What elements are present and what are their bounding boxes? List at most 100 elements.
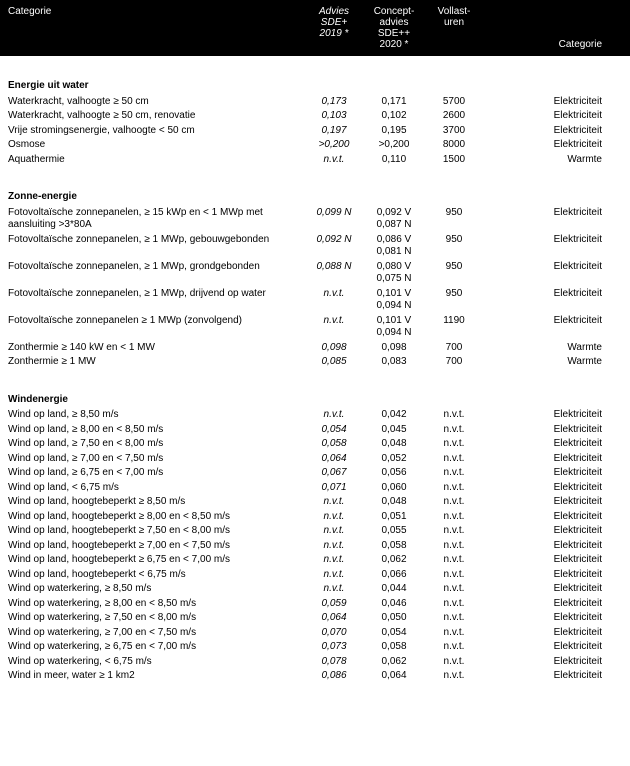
cell-vollast-uren: n.v.t.: [425, 437, 483, 452]
cell-advies-2019: n.v.t.: [305, 524, 363, 539]
cell-vollast-uren: 700: [425, 355, 483, 370]
cell-vollast-uren: 950: [425, 260, 483, 287]
cell-concept-2020: 0,066: [363, 568, 425, 583]
cell-advies-2019: 0,054: [305, 423, 363, 438]
table-row: Zonthermie ≥ 140 kW en < 1 MW0,0980,0987…: [0, 341, 630, 356]
cell-categorie-right: Elektriciteit: [483, 611, 630, 626]
cell-category: Wind op waterkering, ≥ 8,00 en < 8,50 m/…: [0, 597, 305, 612]
cell-vollast-uren: n.v.t.: [425, 655, 483, 670]
cell-category: Fotovoltaïsche zonnepanelen, ≥ 1 MWp, dr…: [0, 287, 305, 314]
cell-categorie-right: Elektriciteit: [483, 109, 630, 124]
cell-concept-2020: 0,058: [363, 640, 425, 655]
cell-vollast-uren: n.v.t.: [425, 611, 483, 626]
cell-concept-2020: 0,060: [363, 481, 425, 496]
table-row: Zonthermie ≥ 1 MW0,0850,083700Warmte: [0, 355, 630, 370]
table-row: Wind op land, ≥ 6,75 en < 7,00 m/s0,0670…: [0, 466, 630, 481]
cell-categorie-right: Elektriciteit: [483, 466, 630, 481]
table-row: Wind op land, ≥ 8,00 en < 8,50 m/s0,0540…: [0, 423, 630, 438]
header-vollast-uren: Vollast- uren: [425, 0, 483, 56]
cell-categorie-right: Elektriciteit: [483, 260, 630, 287]
cell-concept-2020: 0,062: [363, 553, 425, 568]
cell-advies-2019: 0,197: [305, 124, 363, 139]
table-row: Fotovoltaïsche zonnepanelen, ≥ 1 MWp, gr…: [0, 260, 630, 287]
table-row: Vrije stromingsenergie, valhoogte < 50 c…: [0, 124, 630, 139]
cell-category: Wind op waterkering, < 6,75 m/s: [0, 655, 305, 670]
cell-vollast-uren: n.v.t.: [425, 408, 483, 423]
cell-advies-2019: 0,067: [305, 466, 363, 481]
table-row: Wind op land, hoogtebeperkt < 6,75 m/sn.…: [0, 568, 630, 583]
cell-concept-2020: 0,062: [363, 655, 425, 670]
cell-advies-2019: >0,200: [305, 138, 363, 153]
cell-categorie-right: Elektriciteit: [483, 669, 630, 684]
cell-vollast-uren: n.v.t.: [425, 626, 483, 641]
section-title: Windenergie: [0, 380, 630, 409]
cell-concept-2020: 0,046: [363, 597, 425, 612]
cell-advies-2019: 0,099 N: [305, 206, 363, 233]
cell-category: Wind op land, hoogtebeperkt ≥ 7,50 en < …: [0, 524, 305, 539]
cell-categorie-right: Elektriciteit: [483, 95, 630, 110]
cell-category: Fotovoltaïsche zonnepanelen, ≥ 1 MWp, ge…: [0, 233, 305, 260]
cell-advies-2019: 0,086: [305, 669, 363, 684]
cell-concept-2020: 0,051: [363, 510, 425, 525]
cell-category: Wind in meer, water ≥ 1 km2: [0, 669, 305, 684]
section-header: Windenergie: [0, 380, 630, 409]
cell-categorie-right: Elektriciteit: [483, 568, 630, 583]
cell-vollast-uren: 5700: [425, 95, 483, 110]
table-header: Categorie Advies SDE+ 2019 * Concept- ad…: [0, 0, 630, 56]
table-row: Waterkracht, valhoogte ≥ 50 cm0,1730,171…: [0, 95, 630, 110]
table-row: Wind op waterkering, ≥ 8,50 m/sn.v.t.0,0…: [0, 582, 630, 597]
cell-vollast-uren: n.v.t.: [425, 582, 483, 597]
cell-concept-2020: 0,055: [363, 524, 425, 539]
table-body: Energie uit waterWaterkracht, valhoogte …: [0, 56, 630, 684]
cell-category: Wind op land, ≥ 7,50 en < 8,00 m/s: [0, 437, 305, 452]
cell-category: Wind op land, ≥ 6,75 en < 7,00 m/s: [0, 466, 305, 481]
cell-categorie-right: Elektriciteit: [483, 423, 630, 438]
cell-concept-2020: 0,045: [363, 423, 425, 438]
cell-category: Wind op land, ≥ 7,00 en < 7,50 m/s: [0, 452, 305, 467]
cell-category: Wind op land, ≥ 8,50 m/s: [0, 408, 305, 423]
cell-categorie-right: Elektriciteit: [483, 597, 630, 612]
header-categorie: Categorie: [0, 0, 305, 56]
cell-advies-2019: 0,071: [305, 481, 363, 496]
cell-concept-2020: 0,092 V0,087 N: [363, 206, 425, 233]
cell-category: Wind op land, hoogtebeperkt ≥ 6,75 en < …: [0, 553, 305, 568]
cell-category: Wind op land, hoogtebeperkt ≥ 8,00 en < …: [0, 510, 305, 525]
cell-vollast-uren: n.v.t.: [425, 553, 483, 568]
cell-advies-2019: 0,173: [305, 95, 363, 110]
cell-vollast-uren: n.v.t.: [425, 510, 483, 525]
cell-advies-2019: n.v.t.: [305, 408, 363, 423]
table-row: Wind op land, ≥ 7,00 en < 7,50 m/s0,0640…: [0, 452, 630, 467]
table-row: Wind op land, hoogtebeperkt ≥ 6,75 en < …: [0, 553, 630, 568]
cell-advies-2019: 0,103: [305, 109, 363, 124]
cell-category: Wind op waterkering, ≥ 7,50 en < 8,00 m/…: [0, 611, 305, 626]
header-categorie-right: Categorie: [483, 0, 630, 56]
cell-vollast-uren: 3700: [425, 124, 483, 139]
table-row: Wind op land, hoogtebeperkt ≥ 8,50 m/sn.…: [0, 495, 630, 510]
cell-categorie-right: Elektriciteit: [483, 626, 630, 641]
cell-category: Wind op waterkering, ≥ 6,75 en < 7,00 m/…: [0, 640, 305, 655]
cell-concept-2020: 0,058: [363, 539, 425, 554]
section-header: Energie uit water: [0, 66, 630, 95]
cell-vollast-uren: 1190: [425, 314, 483, 341]
header-advies-2019: Advies SDE+ 2019 *: [305, 0, 363, 56]
cell-advies-2019: n.v.t.: [305, 510, 363, 525]
cell-category: Aquathermie: [0, 153, 305, 168]
section-title: Energie uit water: [0, 66, 630, 95]
cell-category: Wind op land, hoogtebeperkt < 6,75 m/s: [0, 568, 305, 583]
cell-categorie-right: Elektriciteit: [483, 452, 630, 467]
cell-vollast-uren: n.v.t.: [425, 640, 483, 655]
table-row: Wind in meer, water ≥ 1 km20,0860,064n.v…: [0, 669, 630, 684]
cell-categorie-right: Elektriciteit: [483, 314, 630, 341]
cell-categorie-right: Elektriciteit: [483, 481, 630, 496]
cell-category: Osmose: [0, 138, 305, 153]
cell-category: Wind op land, hoogtebeperkt ≥ 7,00 en < …: [0, 539, 305, 554]
cell-category: Wind op land, hoogtebeperkt ≥ 8,50 m/s: [0, 495, 305, 510]
cell-vollast-uren: n.v.t.: [425, 669, 483, 684]
table-row: Wind op waterkering, ≥ 6,75 en < 7,00 m/…: [0, 640, 630, 655]
cell-category: Vrije stromingsenergie, valhoogte < 50 c…: [0, 124, 305, 139]
cell-vollast-uren: n.v.t.: [425, 597, 483, 612]
cell-category: Wind op waterkering, ≥ 8,50 m/s: [0, 582, 305, 597]
cell-vollast-uren: 950: [425, 287, 483, 314]
table-row: Fotovoltaïsche zonnepanelen ≥ 1 MWp (zon…: [0, 314, 630, 341]
cell-categorie-right: Warmte: [483, 153, 630, 168]
